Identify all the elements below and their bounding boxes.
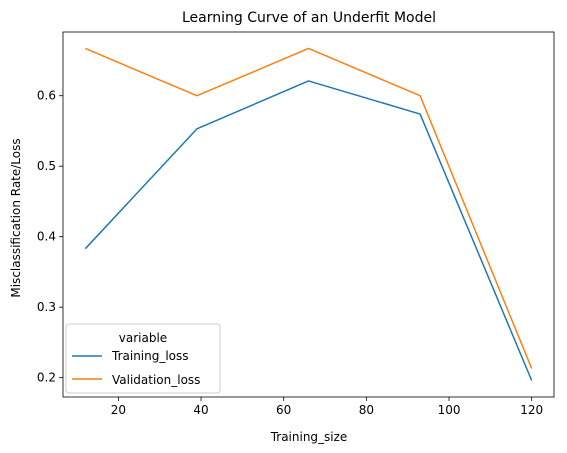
- legend-title: variable: [119, 331, 167, 345]
- x-tick-label: 60: [276, 403, 291, 417]
- series-line-training-loss: [84, 80, 533, 381]
- y-tick-label: 0.5: [37, 159, 56, 173]
- legend: variable Training_loss Validation_loss: [65, 323, 221, 394]
- legend-box: [65, 323, 221, 394]
- x-tick-label: 40: [193, 403, 208, 417]
- chart-title: Learning Curve of an Underfit Model: [182, 10, 436, 26]
- y-tick-label: 0.2: [37, 371, 56, 385]
- x-tick-label: 80: [359, 403, 374, 417]
- plot-lines: [84, 47, 533, 381]
- x-tick-label: 120: [520, 403, 543, 417]
- y-tick-label: 0.4: [37, 230, 56, 244]
- y-axis-ticks: 0.2 0.3 0.4 0.5 0.6: [37, 89, 63, 385]
- x-axis-label: Training_size: [270, 430, 348, 444]
- x-tick-label: 20: [111, 403, 126, 417]
- legend-label-validation-loss: Validation_loss: [112, 373, 200, 387]
- y-tick-label: 0.6: [37, 89, 56, 103]
- y-tick-label: 0.3: [37, 300, 56, 314]
- x-tick-label: 100: [438, 403, 461, 417]
- legend-label-training-loss: Training_loss: [111, 349, 189, 363]
- series-line-validation-loss: [85, 47, 533, 369]
- x-axis-ticks: 20 40 60 80 100 120: [111, 397, 543, 417]
- plot-frame: [62, 31, 555, 398]
- y-axis-label: Misclassification Rate/Loss: [9, 138, 23, 297]
